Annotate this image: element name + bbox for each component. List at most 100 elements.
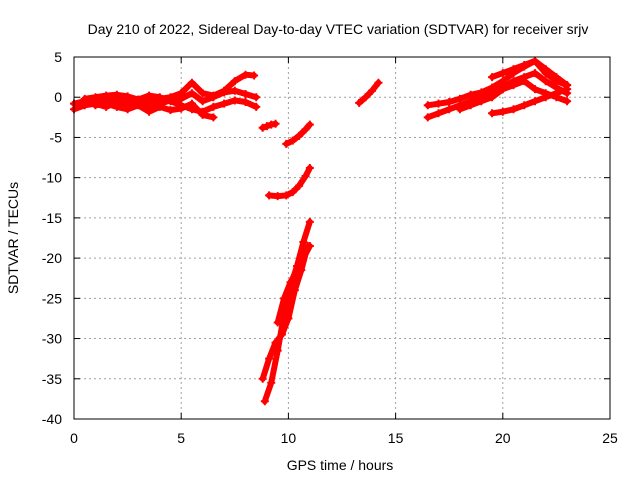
data-point — [295, 131, 304, 140]
data-point — [530, 69, 539, 78]
data-point — [241, 70, 250, 79]
data-point — [368, 86, 377, 95]
data-point — [466, 101, 475, 110]
data-point — [112, 102, 121, 111]
x-tick-label: 0 — [70, 430, 78, 446]
data-point — [563, 81, 572, 90]
data-point — [305, 217, 314, 226]
data-point — [284, 314, 293, 323]
data-point — [209, 102, 218, 111]
data-point — [498, 107, 507, 116]
y-axis-label: SDTVAR / TECUs — [5, 182, 21, 294]
y-tick-label: -15 — [42, 210, 62, 226]
data-point — [198, 97, 207, 106]
data-point — [530, 57, 539, 66]
data-point — [498, 69, 507, 78]
data-point — [295, 181, 304, 190]
data-point — [488, 93, 497, 102]
y-tick-label: 0 — [54, 89, 62, 105]
data-point — [305, 242, 314, 251]
data-layer — [70, 57, 572, 406]
data-point — [530, 97, 539, 106]
data-point — [280, 294, 289, 303]
data-point — [155, 102, 164, 111]
data-point — [187, 99, 196, 108]
data-point — [488, 109, 497, 118]
data-point — [80, 94, 89, 103]
data-point — [273, 192, 282, 201]
data-trace-9 — [274, 243, 313, 326]
data-point — [498, 85, 507, 94]
data-point — [187, 89, 196, 98]
data-point — [286, 278, 295, 287]
data-point — [145, 91, 154, 100]
data-point — [541, 69, 550, 78]
y-tick-label: 5 — [54, 49, 62, 65]
data-point — [198, 89, 207, 98]
y-tick-label: -10 — [42, 170, 62, 186]
data-point — [423, 113, 432, 122]
tick-layer: 0 5 10 15 20 25 5 0 -5 -10 -15 -20 -25 -30 -35 -40 — [42, 49, 618, 446]
data-point — [374, 78, 383, 87]
data-point — [509, 81, 518, 90]
data-point — [91, 93, 100, 102]
data-point — [230, 86, 239, 95]
data-trace-8 — [259, 243, 311, 382]
data-point — [290, 286, 299, 295]
data-point — [299, 254, 308, 263]
data-point — [265, 191, 274, 200]
data-point — [145, 107, 154, 116]
data-point — [520, 61, 529, 70]
data-point — [260, 397, 269, 406]
data-point — [230, 77, 239, 86]
data-point — [187, 78, 196, 87]
x-axis-label: GPS time / hours — [287, 457, 394, 473]
data-point — [552, 77, 561, 86]
data-point — [91, 101, 100, 110]
data-point — [258, 374, 267, 383]
data-point — [123, 92, 132, 101]
data-point — [282, 191, 291, 200]
y-tick-label: -40 — [42, 411, 62, 427]
x-tick-label: 5 — [177, 430, 185, 446]
data-point — [220, 99, 229, 108]
y-tick-label: -30 — [42, 331, 62, 347]
y-tick-label: -25 — [42, 290, 62, 306]
data-point — [166, 97, 175, 106]
data-point — [102, 91, 111, 100]
data-trace-10 — [356, 79, 382, 106]
data-point — [258, 123, 267, 132]
data-point — [273, 318, 282, 327]
x-tick-label: 25 — [602, 430, 618, 446]
data-point — [530, 85, 539, 94]
x-tick-label: 15 — [388, 430, 404, 446]
data-point — [288, 188, 297, 197]
data-point — [541, 93, 550, 102]
data-point — [198, 110, 207, 119]
data-point — [230, 96, 239, 105]
data-point — [488, 73, 497, 82]
data-point — [563, 97, 572, 106]
data-point — [292, 266, 301, 275]
data-point — [241, 90, 250, 99]
data-point — [241, 98, 250, 107]
grid-layer — [74, 57, 610, 419]
data-point — [177, 104, 186, 113]
x-tick-label: 10 — [281, 430, 297, 446]
plot-frame — [73, 56, 611, 420]
data-point — [209, 113, 218, 122]
data-point — [477, 97, 486, 106]
data-point — [277, 330, 286, 339]
data-point — [102, 99, 111, 108]
data-point — [305, 164, 314, 173]
data-point — [220, 88, 229, 97]
data-point — [541, 77, 550, 86]
data-trace-7 — [261, 218, 313, 405]
data-point — [166, 106, 175, 115]
data-point — [123, 105, 132, 114]
data-point — [271, 119, 280, 128]
data-point — [355, 98, 364, 107]
data-point — [301, 172, 310, 181]
data-point — [445, 98, 454, 107]
data-point — [155, 93, 164, 102]
